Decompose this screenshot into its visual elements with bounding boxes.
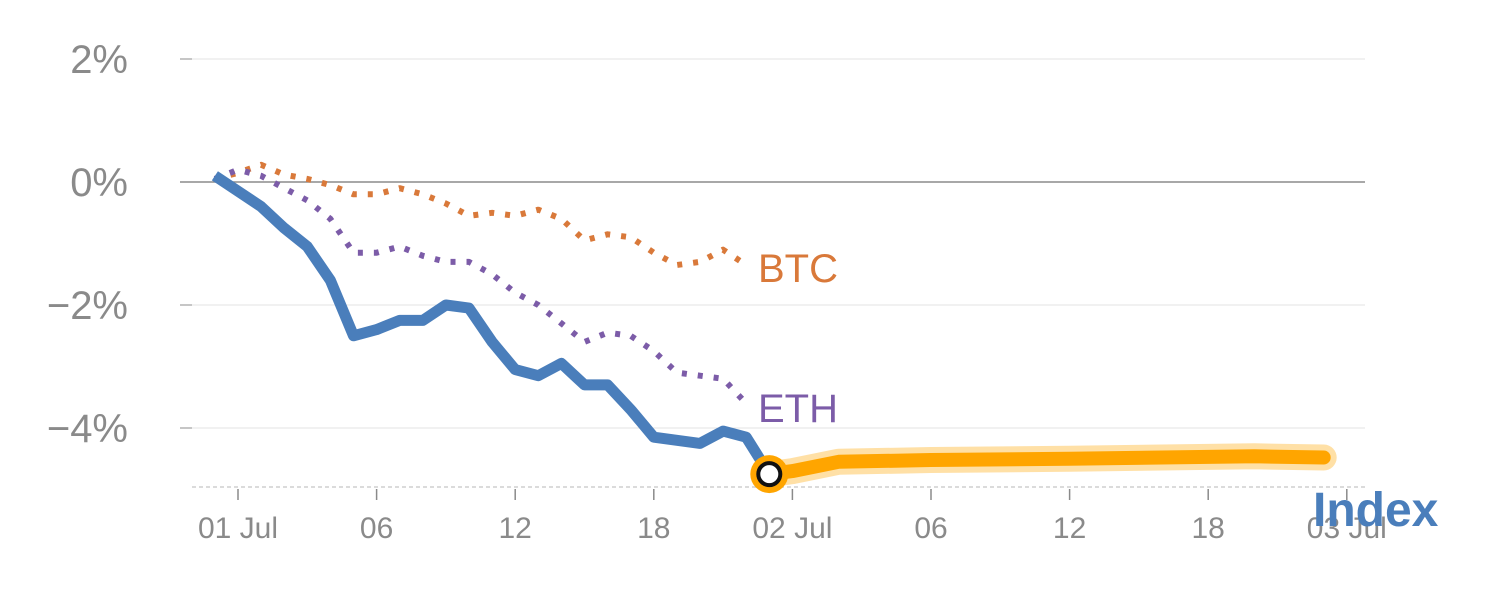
- x-tick-label: 06: [360, 512, 393, 545]
- x-tick-label: 01 Jul: [198, 512, 278, 545]
- x-tick-label: 06: [914, 512, 947, 545]
- x-tick-label: 02 Jul: [752, 512, 832, 545]
- current-marker: [756, 461, 783, 488]
- y-tick-label: 2%: [70, 38, 128, 82]
- btc-line: [214, 161, 748, 268]
- x-tick-label: 12: [499, 512, 532, 545]
- x-tick-label: 18: [1192, 512, 1225, 545]
- eth-line: [213, 166, 749, 406]
- x-tick-label: 12: [1053, 512, 1086, 545]
- eth-series-label: ETH: [758, 387, 838, 431]
- y-tick-label: 0%: [70, 161, 128, 205]
- grid-layer: [180, 58, 1365, 429]
- index-line: [211, 171, 774, 478]
- x-tick-label: 18: [637, 512, 670, 545]
- y-tick-label: −2%: [47, 284, 128, 328]
- y-tick-label: −4%: [47, 407, 128, 451]
- live-band-line: [762, 449, 1331, 482]
- x-axis: 01 Jul 06 12 18 02 Jul 06 12 18 03 Jul: [192, 486, 1387, 545]
- btc-series-label: BTC: [758, 247, 838, 291]
- y-axis: 2% 0% −2% −4%: [47, 38, 192, 451]
- index-series-label: Index: [1313, 484, 1439, 537]
- x-tick-label: 03 Jul: [1307, 512, 1387, 545]
- plot-area: [211, 161, 1337, 494]
